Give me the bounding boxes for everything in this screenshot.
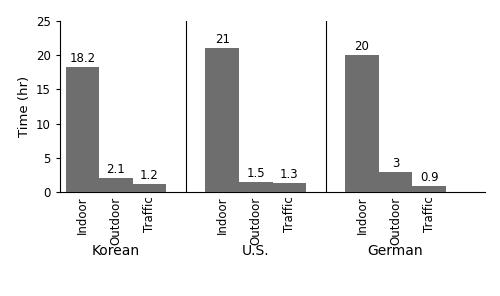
Text: 18.2: 18.2 [70,52,96,65]
Text: 1.3: 1.3 [280,168,298,181]
Bar [239,182,272,192]
Bar [99,178,132,192]
Bar [272,184,306,192]
Text: 21: 21 [214,33,230,46]
Bar [345,55,379,192]
Bar [66,67,99,192]
Text: Korean: Korean [92,244,140,258]
Text: 1.5: 1.5 [246,167,265,180]
Text: U.S.: U.S. [242,244,270,258]
Text: 0.9: 0.9 [420,171,438,184]
Bar [412,186,446,192]
Text: German: German [368,244,424,258]
Bar [379,172,412,192]
Text: 1.2: 1.2 [140,169,159,182]
Bar [206,48,239,192]
Text: 20: 20 [354,40,370,53]
Text: 2.1: 2.1 [106,163,126,176]
Bar [132,184,166,192]
Y-axis label: Time (hr): Time (hr) [18,76,30,137]
Text: 3: 3 [392,157,399,170]
